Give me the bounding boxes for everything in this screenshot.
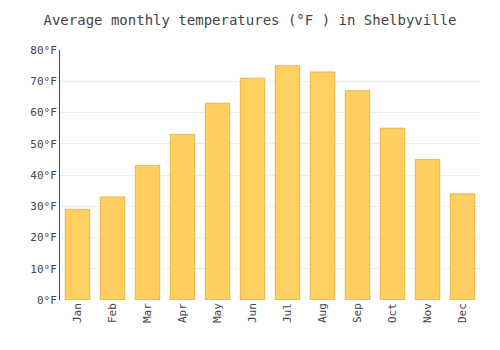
svg-text:Dec: Dec bbox=[456, 303, 469, 323]
svg-text:Mar: Mar bbox=[141, 303, 154, 323]
svg-text:Aug: Aug bbox=[316, 303, 329, 323]
svg-text:70°F: 70°F bbox=[30, 75, 57, 88]
svg-text:20°F: 20°F bbox=[30, 231, 57, 244]
svg-text:10°F: 10°F bbox=[30, 263, 57, 276]
svg-text:Apr: Apr bbox=[176, 303, 189, 323]
svg-text:50°F: 50°F bbox=[30, 138, 57, 151]
svg-text:May: May bbox=[211, 303, 224, 323]
svg-text:Oct: Oct bbox=[386, 303, 399, 323]
svg-text:Nov: Nov bbox=[421, 303, 434, 323]
svg-text:Jan: Jan bbox=[71, 303, 84, 323]
svg-text:30°F: 30°F bbox=[30, 200, 57, 213]
svg-text:Feb: Feb bbox=[106, 303, 119, 323]
svg-text:Jun: Jun bbox=[246, 303, 259, 323]
svg-text:Sep: Sep bbox=[351, 303, 364, 323]
svg-text:60°F: 60°F bbox=[30, 106, 57, 119]
svg-text:Jul: Jul bbox=[281, 303, 294, 323]
svg-text:0°F: 0°F bbox=[37, 294, 57, 307]
svg-text:40°F: 40°F bbox=[30, 169, 57, 182]
svg-text:80°F: 80°F bbox=[30, 44, 57, 57]
svg-text:Average monthly temperatures (: Average monthly temperatures (°F ) in Sh… bbox=[43, 12, 456, 28]
